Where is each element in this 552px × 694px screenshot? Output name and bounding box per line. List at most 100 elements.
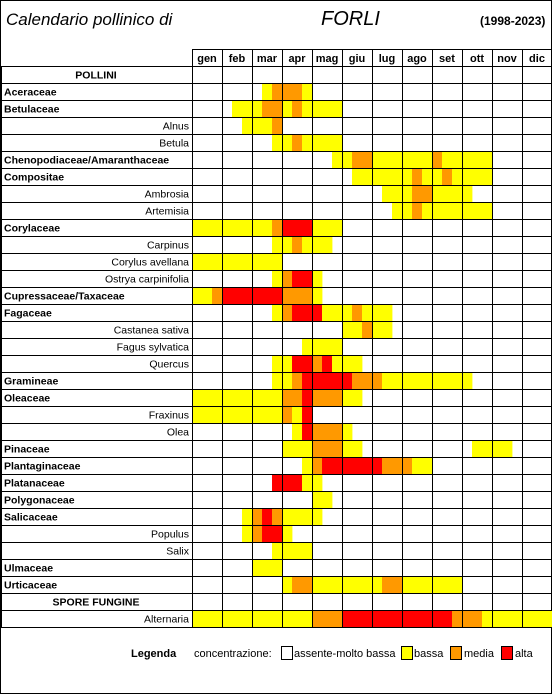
- heat-cell: [292, 100, 303, 117]
- heat-cell: [302, 440, 313, 457]
- legend-concentration-label: concentrazione:: [194, 648, 272, 660]
- heat-cell: [362, 304, 373, 321]
- heat-cell: [302, 100, 313, 117]
- heat-cell: [282, 287, 293, 304]
- heat-cell: [192, 610, 203, 627]
- heat-cell: [312, 219, 323, 236]
- heat-cell: [332, 372, 343, 389]
- family-label: Ulmaceae: [4, 563, 53, 575]
- heat-cell: [432, 372, 443, 389]
- heat-cell: [442, 372, 453, 389]
- heat-cell: [452, 202, 463, 219]
- heat-cell: [382, 610, 393, 627]
- heat-cell: [192, 253, 203, 270]
- heat-cell: [382, 168, 393, 185]
- heat-cell: [302, 389, 313, 406]
- heat-cell: [282, 270, 293, 287]
- heat-cell: [232, 610, 243, 627]
- legend-label-high: alta: [515, 648, 533, 660]
- heat-cell: [462, 372, 473, 389]
- heat-cell: [272, 525, 283, 542]
- heat-cell: [282, 355, 293, 372]
- heat-cell: [372, 372, 383, 389]
- family-label: Platanaceae: [4, 478, 65, 490]
- heat-cell: [502, 440, 513, 457]
- heat-cell: [292, 542, 303, 559]
- heat-cell: [192, 406, 203, 423]
- heat-cell: [292, 287, 303, 304]
- heat-cell: [402, 610, 413, 627]
- family-label: Cupressaceae/Taxaceae: [4, 291, 125, 303]
- heat-cell: [342, 355, 353, 372]
- heat-cell: [402, 202, 413, 219]
- heat-cell: [502, 610, 513, 627]
- heat-cell: [272, 83, 283, 100]
- heat-cell: [272, 287, 283, 304]
- heat-cell: [252, 117, 263, 134]
- heat-cell: [292, 389, 303, 406]
- heat-cell: [392, 576, 403, 593]
- heat-cell: [302, 287, 313, 304]
- heat-cell: [242, 406, 253, 423]
- family-label: Betulaceae: [4, 104, 60, 116]
- heat-cell: [352, 440, 363, 457]
- heat-cell: [352, 321, 363, 338]
- heat-cell: [312, 610, 323, 627]
- heat-cell: [372, 168, 383, 185]
- legend-label-low: bassa: [414, 648, 444, 660]
- legend-label-mid: media: [464, 648, 494, 660]
- heat-cell: [332, 219, 343, 236]
- family-label: Plantaginaceae: [4, 461, 81, 473]
- species-label: Fagus sylvatica: [117, 342, 190, 354]
- heat-cell: [282, 406, 293, 423]
- heat-cell: [322, 219, 333, 236]
- heat-cell: [402, 372, 413, 389]
- heat-cell: [422, 168, 433, 185]
- species-label: Alnus: [163, 121, 189, 133]
- heat-cell: [362, 321, 373, 338]
- heat-cell: [272, 372, 283, 389]
- heat-cell: [272, 508, 283, 525]
- heat-cell: [422, 457, 433, 474]
- family-label: Gramineae: [4, 376, 58, 388]
- heat-cell: [252, 100, 263, 117]
- heat-cell: [272, 117, 283, 134]
- month-label: lug: [379, 53, 396, 65]
- heat-cell: [462, 185, 473, 202]
- heat-cell: [282, 134, 293, 151]
- heat-cell: [222, 406, 233, 423]
- heat-cell: [212, 610, 223, 627]
- heat-cell: [462, 151, 473, 168]
- heat-cell: [292, 372, 303, 389]
- heat-cell: [312, 440, 323, 457]
- heat-cell: [332, 151, 343, 168]
- heat-cell: [492, 440, 503, 457]
- chart-title: Calendario pollinico di: [6, 10, 173, 29]
- heat-cell: [352, 389, 363, 406]
- month-label: mag: [316, 53, 339, 65]
- heat-cell: [302, 304, 313, 321]
- heat-cell: [322, 338, 333, 355]
- heat-cell: [542, 610, 552, 627]
- heat-cell: [212, 389, 223, 406]
- heat-cell: [482, 151, 493, 168]
- heat-cell: [412, 202, 423, 219]
- year-range: (1998-2023): [480, 14, 546, 28]
- heat-cell: [272, 542, 283, 559]
- heat-cell: [262, 287, 273, 304]
- heat-cell: [332, 423, 343, 440]
- month-label: set: [439, 53, 455, 65]
- heat-cell: [302, 219, 313, 236]
- heat-cell: [352, 168, 363, 185]
- grid-lines: [1, 49, 552, 628]
- heat-cell: [302, 372, 313, 389]
- heat-cell: [192, 287, 203, 304]
- heat-cell: [272, 304, 283, 321]
- heat-cell: [312, 338, 323, 355]
- heat-cell: [222, 219, 233, 236]
- heat-cell: [422, 576, 433, 593]
- heat-cell: [322, 576, 333, 593]
- heat-cell: [272, 610, 283, 627]
- heat-cell: [292, 610, 303, 627]
- species-label: Betula: [159, 138, 189, 150]
